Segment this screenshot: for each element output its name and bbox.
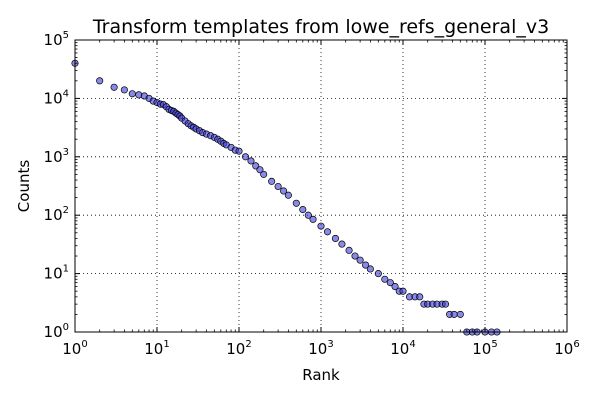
data-point xyxy=(391,283,399,291)
data-point xyxy=(450,310,458,318)
x-tick-label: 101 xyxy=(144,339,169,358)
data-point xyxy=(304,211,312,219)
data-point xyxy=(268,177,276,185)
y-tick-label: 103 xyxy=(44,147,69,166)
x-tick-label: 102 xyxy=(226,339,251,358)
x-tick-label: 103 xyxy=(308,339,333,358)
data-point xyxy=(456,310,464,318)
data-point xyxy=(235,147,243,155)
data-point xyxy=(96,77,104,85)
x-axis-label: Rank xyxy=(302,366,340,384)
y-tick-label: 101 xyxy=(44,264,69,283)
data-point xyxy=(386,279,394,287)
data-point xyxy=(374,270,382,278)
data-point xyxy=(331,234,339,242)
data-point xyxy=(399,287,407,295)
y-tick-label: 102 xyxy=(44,205,69,224)
data-point xyxy=(338,240,346,248)
x-tick-label: 105 xyxy=(472,339,497,358)
data-point xyxy=(292,199,300,207)
data-point xyxy=(345,246,353,254)
data-point xyxy=(366,265,374,273)
data-point xyxy=(256,166,264,174)
y-tick-label: 104 xyxy=(44,88,69,107)
data-point xyxy=(284,191,292,199)
data-point xyxy=(274,182,282,191)
data-point xyxy=(309,215,317,223)
chart-title: Transform templates from lowe_refs_gener… xyxy=(92,16,549,38)
data-point xyxy=(323,228,332,236)
data-point xyxy=(247,157,255,165)
y-tick-label: 100 xyxy=(44,322,69,341)
x-tick-label: 100 xyxy=(62,339,87,358)
data-point xyxy=(356,256,364,264)
data-point xyxy=(416,293,424,301)
data-point xyxy=(299,205,307,214)
x-tick-label: 104 xyxy=(390,339,415,358)
x-tick-label: 106 xyxy=(554,339,579,358)
data-point xyxy=(317,222,325,230)
data-point xyxy=(381,275,389,283)
data-point xyxy=(280,187,288,195)
data-point xyxy=(441,300,450,308)
data-point xyxy=(128,90,136,98)
data-point xyxy=(260,170,268,178)
y-tick-label: 105 xyxy=(44,30,69,49)
data-point xyxy=(362,261,370,269)
data-point xyxy=(351,252,359,260)
data-point xyxy=(241,153,250,161)
data-point xyxy=(120,86,128,94)
y-axis-label: Counts xyxy=(15,160,33,213)
data-point xyxy=(110,83,118,91)
